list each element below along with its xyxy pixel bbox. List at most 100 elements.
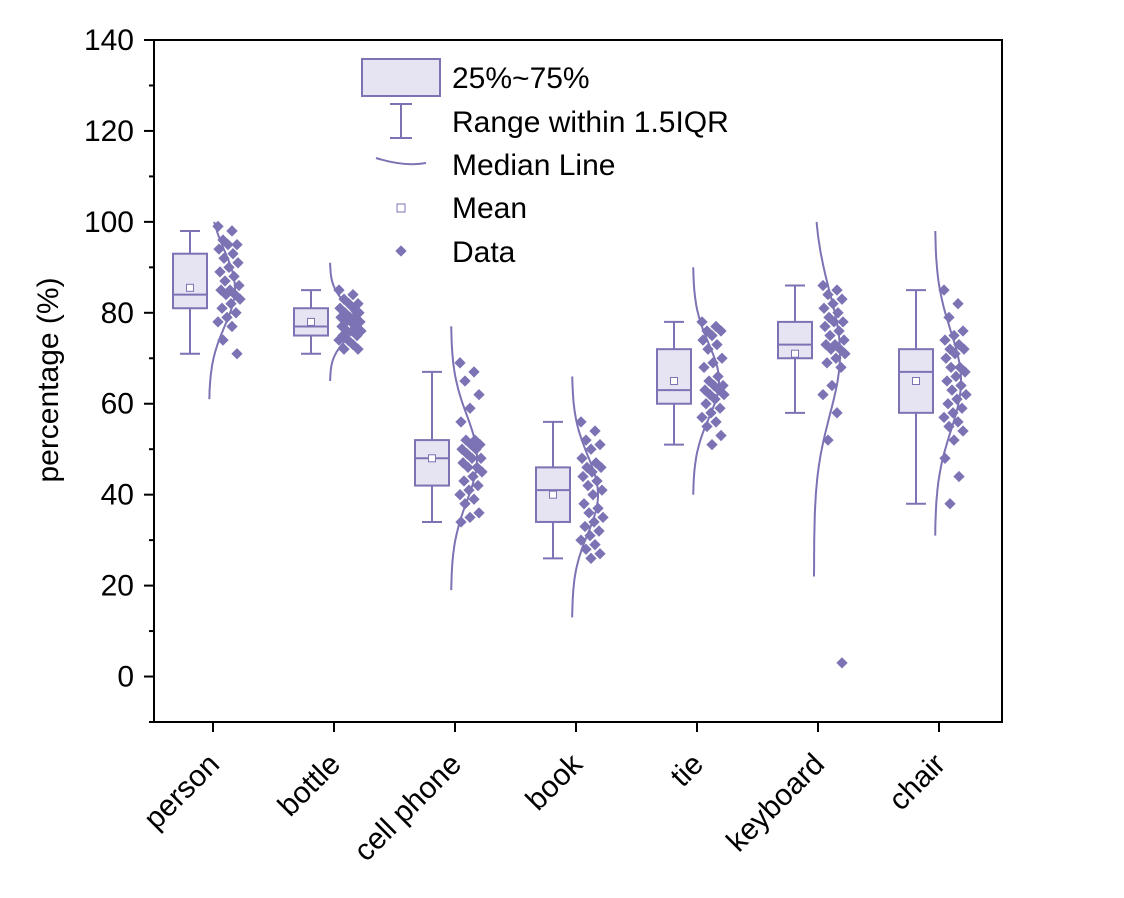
data-point xyxy=(822,434,834,446)
box-6 xyxy=(898,289,934,505)
data-point xyxy=(596,484,608,496)
data-point xyxy=(706,329,718,342)
y-tick-label: 20 xyxy=(101,570,134,603)
data-point xyxy=(219,275,231,287)
x-tick-label: keyboard xyxy=(720,748,831,859)
legend-label-box: 25%~75% xyxy=(452,62,590,95)
data-point xyxy=(941,375,953,387)
data-point xyxy=(827,298,839,310)
data-point xyxy=(583,507,595,519)
mean-marker xyxy=(186,283,194,292)
data-point xyxy=(837,316,849,328)
data-point xyxy=(333,284,345,296)
data-point xyxy=(587,489,599,501)
data-point xyxy=(221,311,233,324)
data-point xyxy=(836,293,848,305)
data-point xyxy=(697,334,709,346)
data-point xyxy=(226,225,238,237)
data-point xyxy=(472,479,484,492)
data-point xyxy=(231,238,243,251)
data-point xyxy=(831,284,843,296)
data-point xyxy=(715,325,727,337)
data-point xyxy=(454,489,466,501)
legend-label-whisker: Range within 1.5IQR xyxy=(452,106,729,139)
data-point xyxy=(955,379,967,392)
data-point xyxy=(817,388,829,401)
data-point xyxy=(830,352,842,364)
box-2 xyxy=(414,370,450,523)
data-point xyxy=(824,329,836,342)
data-point xyxy=(458,475,470,487)
data-point xyxy=(222,238,234,251)
x-tick-label: person xyxy=(138,748,226,836)
data-point xyxy=(822,288,834,301)
data-point xyxy=(582,479,594,492)
data-point xyxy=(944,498,956,510)
data-point xyxy=(230,307,242,319)
data-point xyxy=(710,416,722,428)
data-point xyxy=(714,402,726,414)
data-point xyxy=(952,298,964,310)
x-tick-label: book xyxy=(520,747,590,817)
data-point xyxy=(463,484,475,496)
iqr-box xyxy=(656,348,692,405)
data-point xyxy=(593,525,605,537)
data-point xyxy=(333,334,345,346)
data-point xyxy=(473,507,485,519)
data-point xyxy=(212,316,224,328)
data-point xyxy=(578,498,590,510)
x-tick-label: bottle xyxy=(272,748,347,823)
y-tick-label: 120 xyxy=(84,115,134,148)
data-point xyxy=(943,311,955,324)
data-point xyxy=(698,361,710,374)
mean-marker xyxy=(549,490,557,499)
data-point xyxy=(696,316,708,328)
data-point xyxy=(464,402,476,414)
mean-marker xyxy=(428,454,436,463)
data-point xyxy=(475,452,487,464)
data-point xyxy=(700,398,712,410)
box-1 xyxy=(293,289,329,355)
data-point xyxy=(226,320,238,333)
iqr-box xyxy=(293,307,329,337)
data-point xyxy=(351,329,363,342)
legend: 25%~75% Range within 1.5IQR Median Line … xyxy=(361,58,729,269)
data-point xyxy=(228,270,240,283)
y-tick-label: 80 xyxy=(101,297,134,330)
data-point xyxy=(818,302,830,314)
iqr-box xyxy=(414,439,450,487)
data-point xyxy=(591,475,603,487)
data-point xyxy=(701,420,713,433)
mean-marker xyxy=(912,377,920,385)
data-point xyxy=(951,393,963,405)
box-3 xyxy=(535,420,571,560)
data-point xyxy=(454,357,466,369)
data-point xyxy=(338,343,350,355)
data-point xyxy=(956,402,968,414)
data-point xyxy=(705,407,717,419)
data-point xyxy=(712,370,724,383)
data-point xyxy=(819,320,831,333)
data-point xyxy=(828,316,840,328)
data-point xyxy=(702,343,714,355)
data-point xyxy=(217,334,229,346)
data-point xyxy=(223,261,235,273)
data-point xyxy=(949,348,961,360)
data-point xyxy=(947,407,959,419)
data-point xyxy=(835,361,847,374)
data-point xyxy=(232,257,244,269)
data-point xyxy=(589,539,601,551)
data-point xyxy=(711,338,723,351)
data-point xyxy=(953,470,965,483)
distribution-curves xyxy=(208,221,962,618)
data-point xyxy=(707,357,719,369)
data-point xyxy=(473,388,485,401)
data-point xyxy=(716,352,728,364)
iqr-box xyxy=(898,348,934,414)
legend-label-data: Data xyxy=(452,236,516,269)
data-point-markers xyxy=(212,220,972,669)
x-tick-label: cell phone xyxy=(348,748,468,868)
data-point xyxy=(214,266,226,278)
data-point xyxy=(839,348,851,360)
